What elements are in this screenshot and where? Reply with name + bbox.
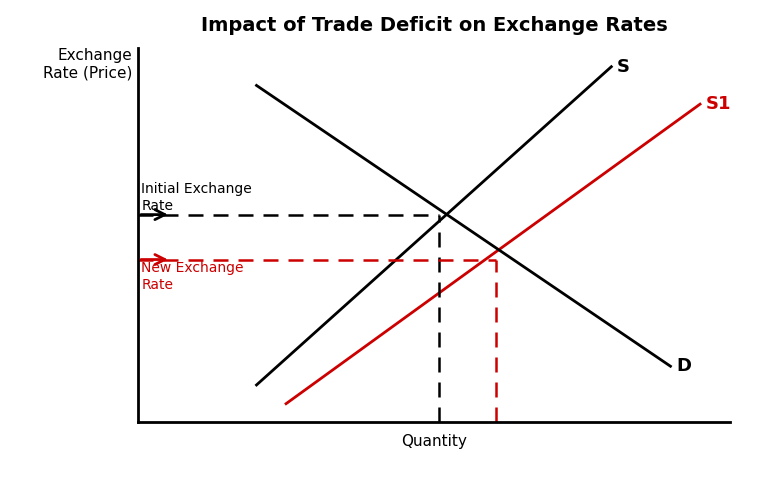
X-axis label: Quantity: Quantity xyxy=(401,433,467,448)
Text: S: S xyxy=(617,58,631,76)
Y-axis label: Exchange
Rate (Price): Exchange Rate (Price) xyxy=(43,48,132,80)
Text: Initial Exchange
Rate: Initial Exchange Rate xyxy=(141,182,252,214)
Text: D: D xyxy=(677,357,691,375)
Text: New Exchange
Rate: New Exchange Rate xyxy=(141,261,243,292)
Title: Impact of Trade Deficit on Exchange Rates: Impact of Trade Deficit on Exchange Rate… xyxy=(200,16,667,36)
Text: S1: S1 xyxy=(706,95,731,113)
